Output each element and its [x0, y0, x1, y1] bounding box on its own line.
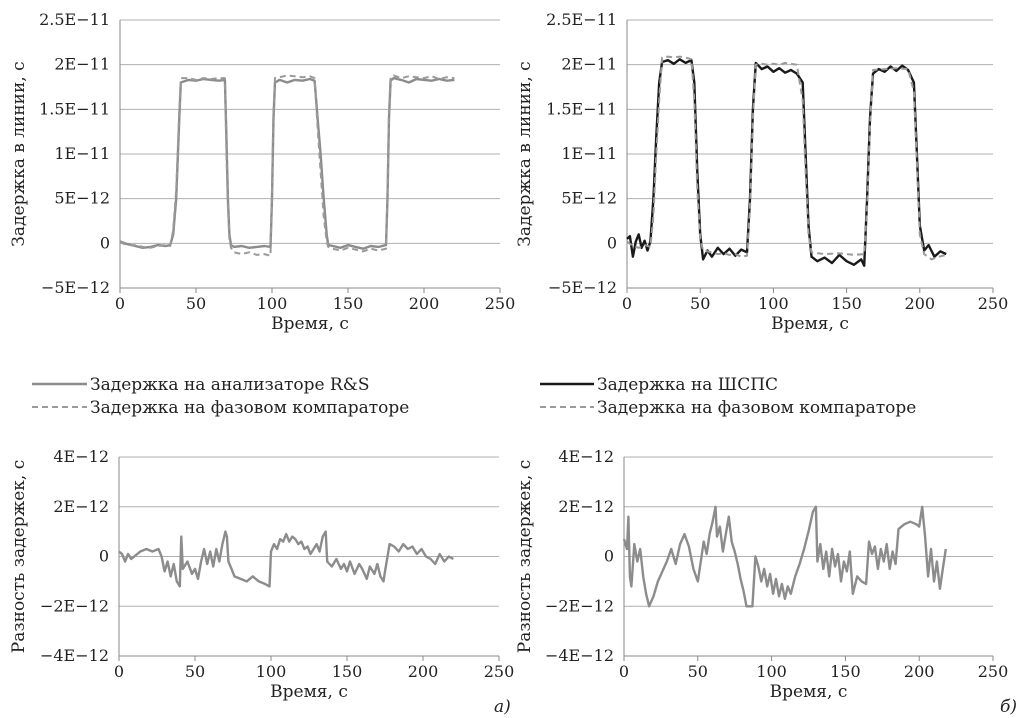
chart-bottom-left-series-line-0 — [118, 530, 454, 588]
legend-left-label-phase: Задержка на фазовом компараторе — [90, 398, 409, 418]
chart-top-left-y-tick-label: 5E−12 — [54, 189, 110, 208]
chart-top-right-x-tick-label: 150 — [831, 294, 862, 313]
chart-bottom-right-y-axis-title: Разность задержек, с — [515, 460, 535, 653]
chart-bottom-right-x-tick-label: 50 — [688, 662, 708, 681]
chart-bottom-right-y-tick-label: −2E−12 — [545, 596, 614, 615]
chart-bottom-right-x-tick-label: 0 — [619, 662, 629, 681]
chart-top-left-x-tick-label: 200 — [409, 294, 440, 313]
chart-top-left-y-tick-label: −5E−12 — [41, 278, 110, 297]
chart-bottom-right-x-tick-label: 100 — [756, 662, 787, 681]
chart-top-left: −5E−12 0 5E−12 1E−11 1.5E−11 2E−11 2.5E−11 0 50 1… — [9, 10, 515, 334]
chart-bottom-right-y-tick-label: 2E−12 — [558, 497, 614, 516]
chart-top-right-y-tick-label: 1E−11 — [561, 144, 617, 163]
panel-label-b: б) — [1000, 697, 1017, 717]
chart-bottom-left: −4E−12 −2E−12 0 2E−12 4E−12 0 50 100 150 200 250 Вр… — [9, 447, 514, 702]
chart-top-right-y-tick-label: −5E−12 — [548, 278, 617, 297]
chart-top-right-y-tick-label: 1.5E−11 — [546, 99, 617, 118]
chart-top-left-y-tick-label: 0 — [100, 233, 110, 252]
chart-bottom-right: −4E−12 −2E−12 0 2E−12 4E−12 0 50 100 150 200 250 Вр… — [515, 447, 1008, 702]
chart-bottom-left-y-axis-title: Разность задержек, с — [9, 460, 29, 653]
chart-bottom-left-y-tick-label: −4E−12 — [40, 646, 109, 665]
chart-top-left-series-phase-comparator — [119, 74, 455, 257]
chart-bottom-left-x-tick-label: 200 — [408, 662, 439, 681]
chart-top-left-y-tick-label: 1E−11 — [54, 144, 110, 163]
chart-top-left-y-tick-label: 1.5E−11 — [39, 99, 110, 118]
chart-bottom-left-y-tick-label: 2E−12 — [53, 497, 109, 516]
chart-top-right-y-tick-label: 2E−11 — [561, 55, 617, 74]
panel-label-a: а) — [494, 697, 511, 717]
chart-top-right-x-tick-label: 50 — [690, 294, 710, 313]
legend-left: Задержка на анализаторе R&S Задержка на … — [32, 375, 409, 418]
chart-top-right-series-phase-comparator — [626, 55, 947, 261]
chart-top-left-x-tick-label: 150 — [333, 294, 364, 313]
chart-top-right-y-tick-label: 0 — [607, 233, 617, 252]
chart-top-right-x-tick-label: 100 — [758, 294, 789, 313]
chart-top-right-y-axis-title: Задержка в линии, с — [515, 61, 535, 246]
legend-right: Задержка на ШСПС Задержка на фазовом ком… — [540, 375, 916, 418]
chart-top-right: −5E−12 0 5E−12 1E−11 1.5E−11 2E−11 2.5E−11 0 50 1… — [515, 10, 1008, 334]
chart-top-right-x-tick-label: 0 — [622, 294, 632, 313]
chart-bottom-left-x-tick-label: 0 — [114, 662, 124, 681]
chart-top-left-x-tick-label: 100 — [257, 294, 288, 313]
chart-top-left-y-axis-title: Задержка в линии, с — [9, 61, 29, 246]
chart-top-right-x-tick-label: 250 — [978, 294, 1009, 313]
chart-top-right-x-tick-label: 200 — [905, 294, 936, 313]
chart-top-right-y-tick-label: 2.5E−11 — [546, 10, 617, 29]
chart-bottom-right-x-tick-label: 150 — [830, 662, 861, 681]
chart-top-left-y-tick-label: 2E−11 — [54, 55, 110, 74]
chart-top-right-series-line-0 — [626, 58, 947, 267]
chart-top-left-x-tick-label: 0 — [115, 294, 125, 313]
chart-bottom-right-x-tick-label: 200 — [904, 662, 935, 681]
chart-bottom-right-x-tick-label: 250 — [978, 662, 1009, 681]
chart-bottom-right-series-line-0 — [622, 505, 947, 608]
chart-bottom-left-y-tick-label: 4E−12 — [53, 447, 109, 466]
chart-top-left-x-tick-label: 250 — [485, 294, 516, 313]
chart-bottom-left-x-axis-title: Время, с — [270, 682, 348, 702]
chart-bottom-right-y-tick-label: −4E−12 — [545, 646, 614, 665]
chart-bottom-left-x-tick-label: 100 — [256, 662, 287, 681]
chart-bottom-left-x-tick-label: 250 — [484, 662, 515, 681]
chart-bottom-left-x-tick-label: 150 — [332, 662, 363, 681]
chart-top-left-x-axis-title: Время, с — [271, 314, 349, 334]
chart-bottom-left-y-tick-label: 0 — [99, 547, 109, 566]
legend-right-label-phase: Задержка на фазовом компараторе — [597, 398, 916, 418]
legend-left-label-rs: Задержка на анализаторе R&S — [90, 375, 370, 395]
chart-top-right-y-tick-label: 5E−12 — [561, 189, 617, 208]
chart-top-right-x-axis-title: Время, с — [771, 314, 849, 334]
chart-bottom-right-x-axis-title: Время, с — [770, 682, 848, 702]
chart-top-left-y-tick-label: 2.5E−11 — [39, 10, 110, 29]
legend-right-label-shsps: Задержка на ШСПС — [597, 375, 778, 395]
chart-top-left-x-tick-label: 50 — [186, 294, 206, 313]
chart-top-left-series-line-0 — [119, 76, 455, 250]
chart-bottom-left-x-tick-label: 50 — [185, 662, 205, 681]
chart-bottom-right-y-tick-label: 4E−12 — [558, 447, 614, 466]
chart-bottom-left-y-tick-label: −2E−12 — [40, 596, 109, 615]
chart-bottom-right-y-tick-label: 0 — [604, 547, 614, 566]
